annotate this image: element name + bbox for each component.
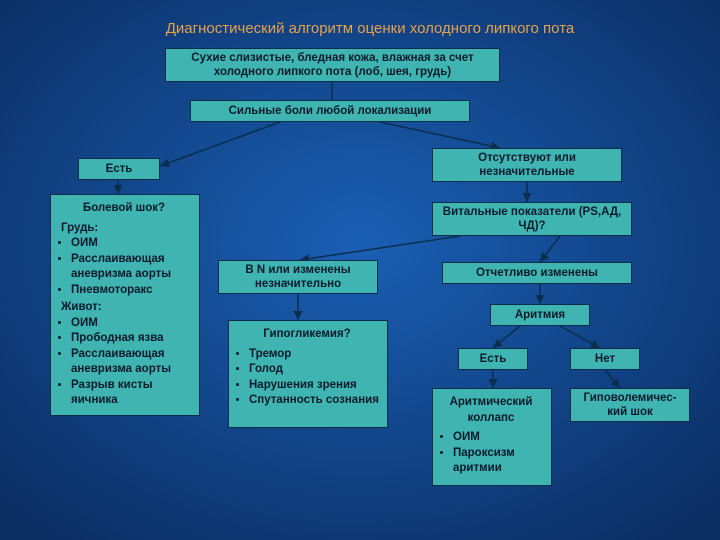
flow-list-l3: Аритмический коллапс ОИМПароксизм аритмии xyxy=(432,388,552,486)
flow-node-n2: Сильные боли любой локализации xyxy=(190,100,470,122)
flow-node-n3: Есть xyxy=(78,158,160,180)
flow-list-l1: Болевой шок?Грудь:ОИМРасслаивающая аневр… xyxy=(50,194,200,416)
list-item: ОИМ xyxy=(71,236,191,252)
list-items: ОИМРасслаивающая аневризма аортыПневмото… xyxy=(57,236,191,298)
edge xyxy=(380,122,500,148)
flow-node-n8: Аритмия xyxy=(490,304,590,326)
edge xyxy=(540,236,560,262)
list-heading: Аритмический коллапс xyxy=(439,395,543,426)
list-items: ТреморГолодНарушения зренияСпутанность с… xyxy=(235,347,379,409)
slide-title: Диагностический алгоритм оценки холодног… xyxy=(100,20,640,37)
list-item: Нарушения зрения xyxy=(249,378,379,394)
list-items: ОИМПрободная язваРасслаивающая аневризма… xyxy=(57,316,191,409)
flow-node-n11: Гиповолемичес-кий шок xyxy=(570,388,690,422)
edge xyxy=(605,370,620,388)
list-item: ОИМ xyxy=(453,430,543,446)
list-item: Расслаивающая аневризма аорты xyxy=(71,252,191,283)
list-subheading: Грудь: xyxy=(61,221,191,237)
edge xyxy=(160,122,280,166)
list-item: Прободная язва xyxy=(71,331,191,347)
list-item: Голод xyxy=(249,362,379,378)
flow-node-n1: Сухие слизистые, бледная кожа, влажная з… xyxy=(165,48,500,82)
list-items: ОИМПароксизм аритмии xyxy=(439,430,543,477)
flow-list-l2: Гипогликемия? ТреморГолодНарушения зрения… xyxy=(228,320,388,428)
list-item: Пароксизм аритмии xyxy=(453,446,543,477)
flow-node-n7: Отчетливо изменены xyxy=(442,262,632,284)
edge xyxy=(493,326,520,348)
list-item: Разрыв кисты яичника xyxy=(71,378,191,409)
list-item: Спутанность сознания xyxy=(249,393,379,409)
list-heading: Гипогликемия? xyxy=(235,327,379,343)
list-item: ОИМ xyxy=(71,316,191,332)
list-heading: Болевой шок? xyxy=(57,201,191,217)
edge xyxy=(560,326,600,348)
list-item: Пневмоторакс xyxy=(71,283,191,299)
list-subheading: Живот: xyxy=(61,300,191,316)
flow-node-n9: Есть xyxy=(458,348,528,370)
edge xyxy=(300,236,460,260)
flow-node-n10: Нет xyxy=(570,348,640,370)
flow-node-n5: Витальные показатели (PS,АД, ЧД)? xyxy=(432,202,632,236)
flow-node-n4: Отсутствуют или незначительные xyxy=(432,148,622,182)
list-item: Тремор xyxy=(249,347,379,363)
flow-node-n6: В N или изменены незначительно xyxy=(218,260,378,294)
list-item: Расслаивающая аневризма аорты xyxy=(71,347,191,378)
